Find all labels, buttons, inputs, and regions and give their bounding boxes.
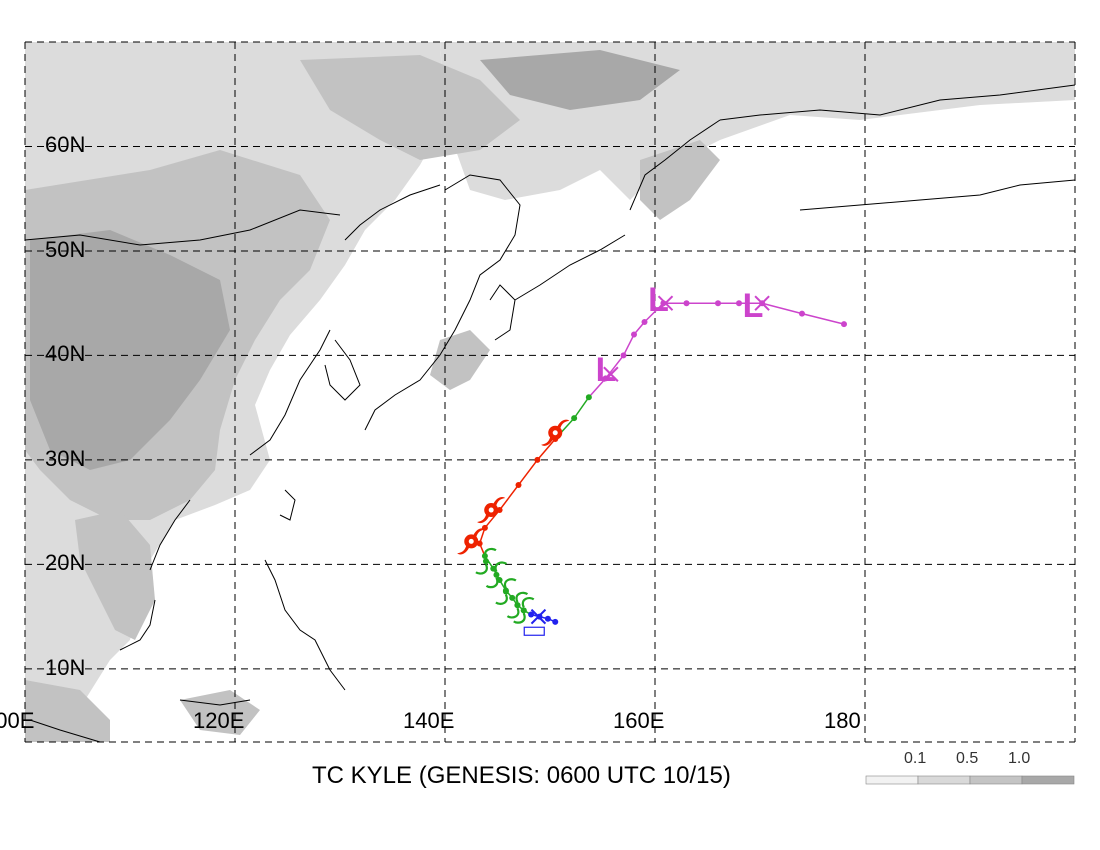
track-segment [622, 334, 635, 356]
tropical-storm-symbol [506, 591, 529, 619]
lon-label: 140E [403, 708, 455, 733]
track-point [528, 611, 535, 618]
tropical-storm-symbol [495, 578, 517, 605]
track-segment [761, 302, 803, 315]
legend-swatch [969, 775, 1023, 785]
typhoon-symbol [541, 419, 570, 446]
legend-label: 0.1 [904, 750, 927, 767]
coastline [629, 119, 721, 211]
track-point [571, 415, 578, 422]
track-point [620, 352, 627, 359]
terrain-region [30, 230, 230, 470]
terrain-shading [25, 42, 1075, 742]
legend-bar [865, 775, 1075, 785]
terrain-region [25, 680, 110, 742]
track-segment [573, 396, 590, 419]
track-point [715, 300, 721, 307]
genesis-box-symbol [523, 626, 545, 636]
terrain-region [75, 510, 155, 640]
coastline [344, 184, 441, 241]
x-mark-symbol [530, 608, 547, 625]
coastline [24, 209, 341, 246]
coastline [324, 339, 361, 401]
coastline [279, 489, 296, 521]
terrain-region [640, 140, 720, 220]
track-point [799, 310, 805, 317]
tropical-storm-symbol [485, 561, 508, 589]
legend-swatch [1021, 775, 1075, 785]
legend-swatch [917, 775, 971, 785]
track-segment [643, 302, 664, 323]
tropical-storm-symbol [513, 596, 535, 624]
lat-label: 50N [45, 236, 86, 262]
terrain-region [300, 55, 520, 160]
coastlines [24, 84, 1076, 743]
lat-label: 40N [45, 341, 86, 367]
tropical-storm-symbol [475, 547, 497, 575]
low-pressure-symbol: L [648, 281, 669, 319]
coastline [719, 84, 1076, 121]
track-points [476, 300, 847, 625]
terrain-region [480, 50, 680, 110]
x-mark-symbol [657, 295, 674, 311]
coastline [489, 284, 516, 341]
lat-label: 20N [45, 550, 86, 576]
coastline [264, 559, 346, 691]
x-mark-symbol [754, 295, 770, 311]
track-segment [588, 377, 607, 398]
track-segment [605, 354, 625, 379]
track-point [515, 481, 522, 488]
track-point [631, 331, 637, 338]
lat-label: 10N [45, 654, 86, 680]
lat-label: 30N [45, 445, 86, 471]
x-mark-symbol [603, 366, 619, 382]
coastline [249, 329, 331, 456]
track-point [509, 594, 516, 601]
coastline [29, 719, 101, 743]
legend-swatch [865, 775, 919, 785]
low-pressure-symbol: L [743, 287, 764, 325]
track-point [641, 319, 648, 325]
track-point [585, 394, 592, 401]
track-point [683, 300, 690, 307]
track-point [736, 300, 742, 307]
lon-label: 120E [193, 708, 245, 733]
lon-label: 100E [0, 708, 35, 733]
coastline [514, 234, 626, 301]
track-point [544, 615, 551, 622]
typhoon-symbol [477, 496, 506, 524]
track-point [841, 321, 847, 328]
legend-label: 0.5 [956, 750, 979, 767]
coastline [149, 499, 191, 571]
track-segment [517, 459, 538, 486]
coastline [179, 699, 251, 706]
track-point [496, 507, 503, 514]
lon-label: 160E [613, 708, 665, 733]
coastline [799, 179, 1076, 211]
track-lines [478, 302, 845, 623]
lat-label: 60N [45, 132, 86, 158]
track-point [552, 618, 559, 625]
lon-label: 180 [824, 708, 861, 733]
lat-lon-grid [24, 41, 1076, 743]
track-segment [801, 312, 845, 325]
map-title: TC KYLE (GENESIS: 0600 UTC 10/15) [312, 762, 731, 789]
track-segment [536, 438, 556, 461]
track-segment [499, 484, 520, 511]
storm-symbols: LLL [457, 281, 770, 636]
legend-label: 1.0 [1008, 750, 1031, 767]
typhoon-symbol [457, 528, 486, 555]
coastline [364, 174, 521, 431]
track-point [534, 456, 541, 463]
coastline [119, 599, 156, 651]
terrain-region [430, 330, 490, 390]
